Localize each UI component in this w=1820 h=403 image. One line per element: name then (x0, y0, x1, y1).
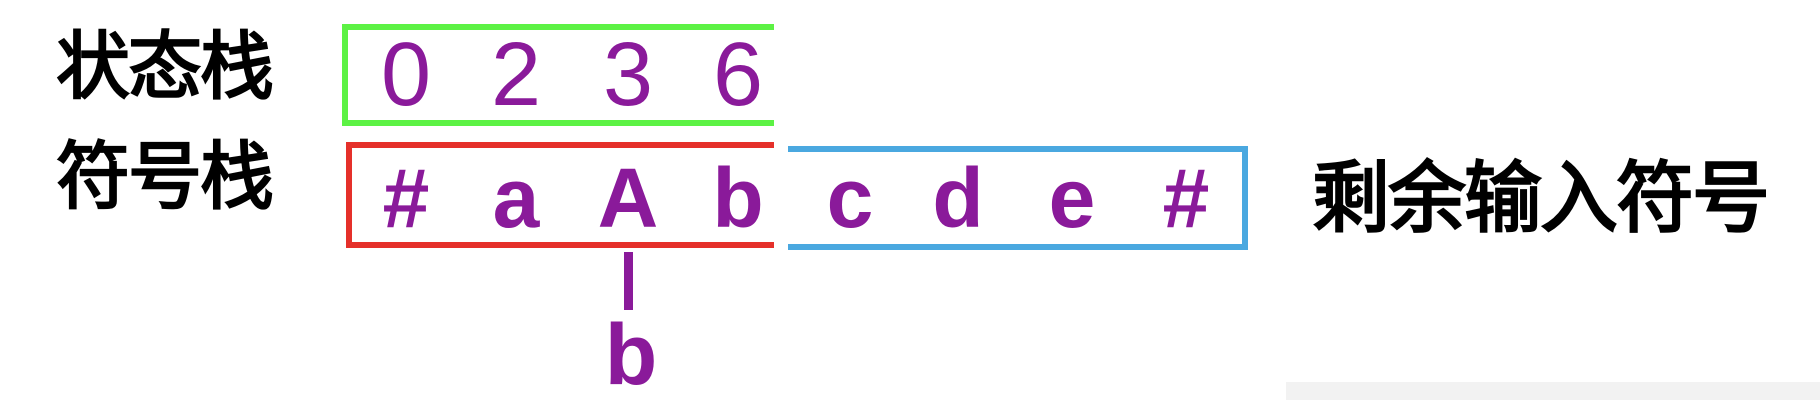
remaining-input-cell: d (932, 151, 984, 245)
state-cell: 2 (490, 25, 542, 125)
state-stack-box (342, 24, 774, 126)
symbol-stack-cell: A (597, 151, 659, 245)
symbol-stack-label: 符号栈 (56, 134, 274, 220)
remaining-input-label: 剩余输入符号 (1312, 154, 1770, 244)
remaining-input-cell: # (1162, 151, 1210, 245)
reduce-connector-line (624, 252, 633, 310)
remaining-input-box (788, 146, 1248, 250)
symbol-stack-cell: a (492, 151, 540, 245)
state-cell: 6 (712, 25, 764, 125)
symbol-stack-cell: # (382, 151, 430, 245)
state-cell: 0 (380, 25, 432, 125)
symbol-stack-box (346, 142, 774, 248)
state-cell: 3 (602, 25, 654, 125)
remaining-input-cell: c (826, 151, 874, 245)
symbol-stack-cell: b (712, 151, 764, 245)
state-stack-label: 状态栈 (56, 24, 274, 110)
reduce-symbol: b (604, 307, 658, 403)
remaining-input-cell: e (1048, 151, 1096, 245)
gray-panel (1286, 382, 1820, 400)
